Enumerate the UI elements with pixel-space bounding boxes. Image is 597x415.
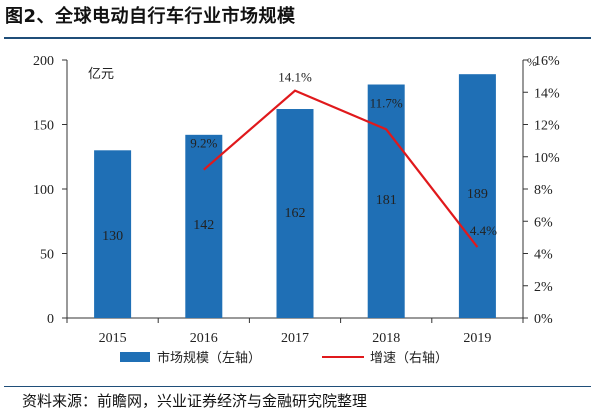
bar-series [94, 74, 496, 319]
right-axis-tick-label: 0% [534, 312, 553, 327]
right-axis-tick-label: 8% [534, 183, 553, 198]
line-value-label: 9.2% [190, 136, 217, 151]
x-axis-tick-label: 2016 [190, 331, 218, 346]
source-divider [4, 386, 591, 387]
x-axis-tick-label: 2019 [463, 331, 491, 346]
chart: 0 50 100 150 200 亿元 0% 2% 4% 6% 8% 10% 12% 14% 16%% 201… [33, 54, 560, 366]
bar-value-label: 130 [102, 229, 123, 244]
x-axis-tick-label: 2015 [99, 331, 127, 346]
left-axis-tick-label: 200 [33, 54, 54, 69]
x-axis-tick-label: 2017 [281, 331, 309, 346]
line-value-label: 14.1% [278, 70, 312, 85]
axes: 0 50 100 150 200 亿元 0% 2% 4% 6% 8% 10% 12% 14% 16%% 201… [33, 54, 560, 346]
legend-swatch-bar [120, 352, 150, 362]
right-axis-tick-label: 4% [534, 248, 553, 263]
source-note: 资料来源：前瞻网，兴业证券经济与金融研究院整理 [22, 392, 368, 410]
left-axis-tick-label: 50 [40, 248, 54, 263]
right-axis-tick-label: 10% [534, 151, 560, 166]
right-axis-tick-label: 16% [534, 54, 560, 69]
x-axis-tick-label: 2018 [372, 331, 400, 346]
title-divider [4, 37, 591, 39]
line-value-label: 4.4% [470, 223, 497, 238]
bar-value-label: 181 [376, 193, 397, 208]
bar [276, 109, 314, 319]
right-axis-unit: % [527, 55, 537, 69]
growth-line [203, 89, 479, 248]
chart-title: 图2、全球电动自行车行业市场规模 [5, 6, 296, 27]
bar [185, 134, 223, 318]
bar [458, 74, 496, 318]
left-axis-tick-label: 0 [47, 312, 54, 327]
right-axis-tick-label: 14% [534, 86, 560, 101]
legend-label-line: 增速（右轴） [370, 351, 448, 366]
bar-value-label: 162 [285, 206, 306, 221]
legend-label-bar: 市场规模（左轴） [157, 350, 261, 366]
data-labels: 130 142 162 181 189 9.2% 14.1% 11.7% 4.4% [102, 70, 497, 244]
bar-value-label: 189 [467, 187, 488, 202]
legend: 市场规模（左轴） 增速（右轴） [120, 350, 448, 366]
bar-value-label: 142 [193, 218, 214, 233]
right-axis-tick-label: 2% [534, 280, 553, 295]
bar [94, 150, 132, 318]
line-series [203, 89, 479, 248]
left-axis-tick-label: 100 [33, 183, 54, 198]
left-axis-unit: 亿元 [88, 67, 114, 82]
right-axis-tick-label: 6% [534, 215, 553, 230]
right-axis-tick-label: 12% [534, 119, 560, 134]
left-axis-tick-label: 150 [33, 119, 54, 134]
line-value-label: 11.7% [370, 95, 403, 110]
